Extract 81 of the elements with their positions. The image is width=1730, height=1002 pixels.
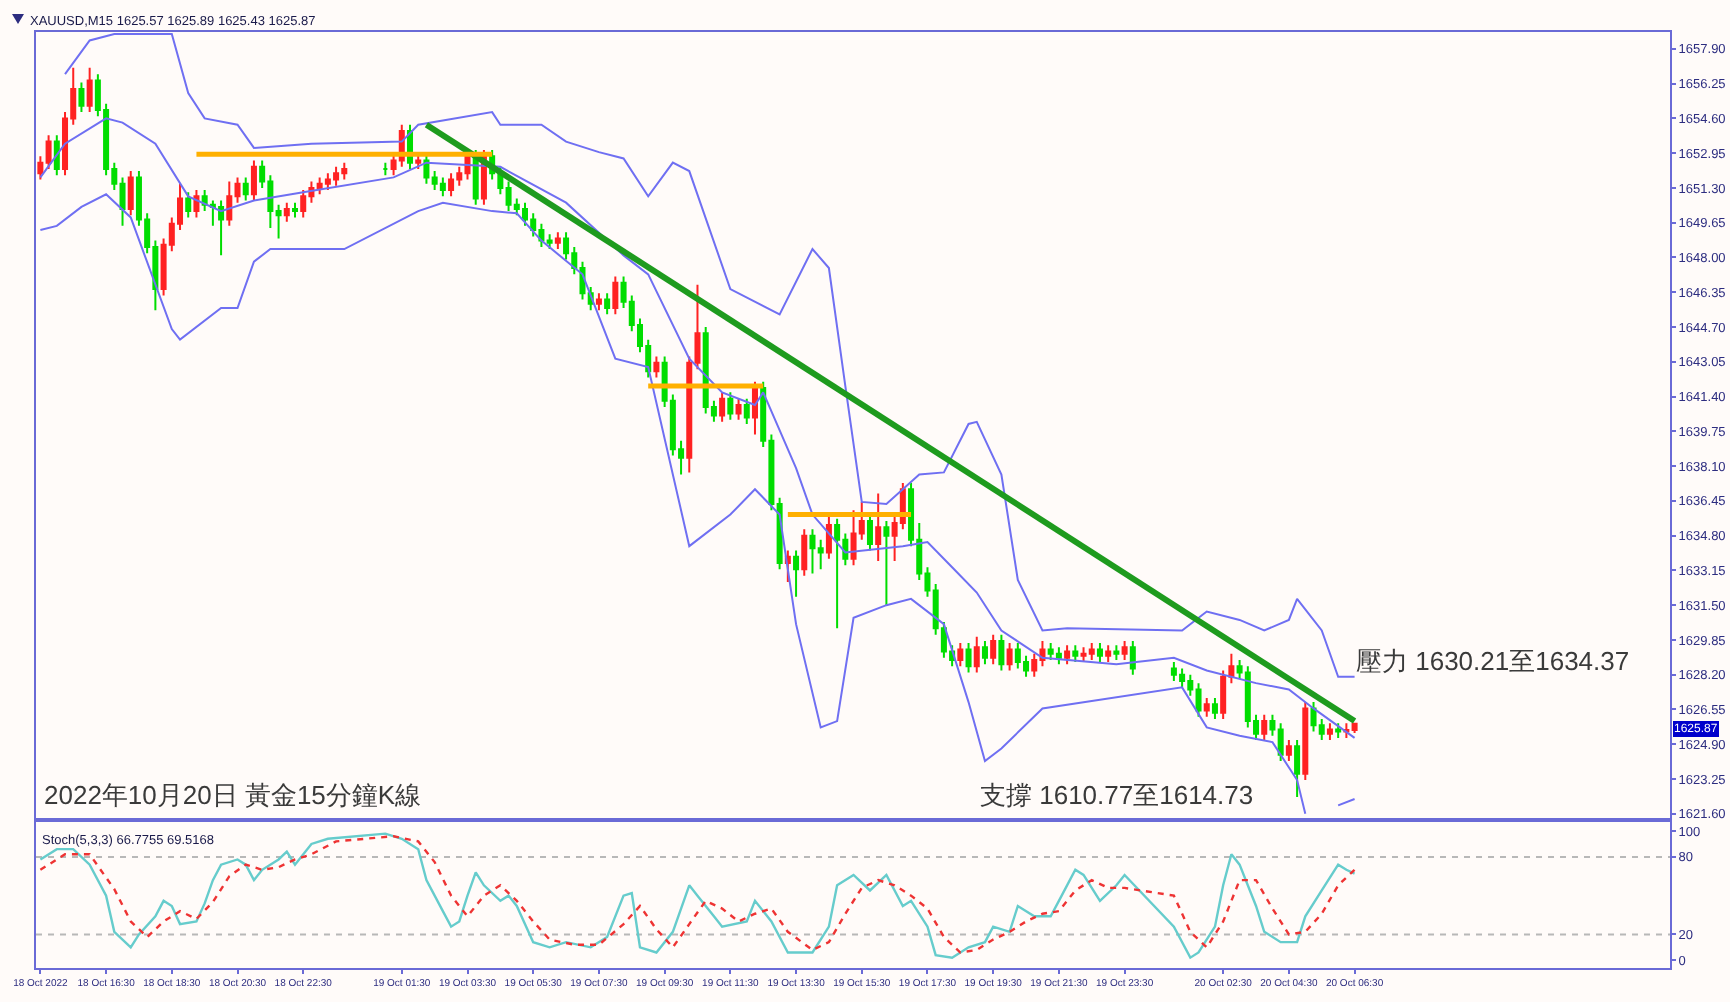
candlestick bbox=[86, 66, 93, 114]
annotation: 2022年10月20日 黃金15分鐘K線 bbox=[44, 780, 422, 810]
candlestick bbox=[1310, 701, 1317, 733]
candlestick bbox=[1211, 696, 1218, 720]
candlestick bbox=[735, 397, 742, 421]
candlestick bbox=[1277, 722, 1284, 763]
candlestick bbox=[809, 528, 816, 575]
candlestick bbox=[324, 172, 331, 192]
candlestick bbox=[1121, 640, 1128, 661]
candlestick bbox=[727, 391, 734, 421]
candlestick bbox=[1113, 644, 1120, 661]
candlestick bbox=[1195, 682, 1202, 718]
candlestick bbox=[448, 172, 455, 198]
candlestick bbox=[316, 176, 323, 196]
candlestick bbox=[1096, 642, 1103, 664]
candlestick bbox=[53, 134, 60, 177]
candlestick bbox=[250, 159, 257, 202]
candlestick bbox=[604, 292, 611, 316]
candlestick bbox=[242, 176, 249, 202]
candlestick bbox=[439, 176, 446, 198]
candlestick bbox=[226, 180, 233, 227]
candlestick bbox=[702, 326, 709, 415]
candlestick bbox=[719, 391, 726, 423]
candlestick bbox=[292, 201, 299, 219]
candlestick bbox=[1047, 642, 1054, 661]
candlestick bbox=[653, 355, 660, 379]
candlestick bbox=[973, 635, 980, 674]
candlestick bbox=[965, 642, 972, 674]
candlestick bbox=[981, 640, 988, 666]
candlestick bbox=[300, 189, 307, 219]
candlestick bbox=[883, 519, 890, 607]
candlestick bbox=[1006, 642, 1013, 672]
candlestick bbox=[825, 511, 832, 560]
candlestick bbox=[743, 397, 750, 425]
candlestick bbox=[283, 201, 290, 223]
candlestick bbox=[1285, 739, 1292, 763]
candlestick bbox=[382, 161, 389, 177]
candlestick bbox=[193, 189, 200, 219]
candlestick bbox=[1055, 646, 1062, 666]
candlestick bbox=[1088, 642, 1095, 661]
candlestick bbox=[801, 528, 808, 577]
candlestick bbox=[612, 275, 619, 316]
candlestick bbox=[1014, 642, 1021, 670]
annotation: 壓力 1630.21至1634.37 bbox=[1356, 646, 1630, 676]
candlestick bbox=[1179, 667, 1186, 689]
candlestick bbox=[218, 199, 225, 257]
line-series bbox=[64, 33, 1356, 678]
candlestick bbox=[866, 513, 873, 552]
candlestick bbox=[1105, 644, 1112, 664]
candlestick bbox=[1326, 722, 1333, 742]
candlestick bbox=[333, 165, 340, 187]
annotation: 支撐 1610.77至1614.73 bbox=[980, 780, 1254, 810]
candlestick bbox=[1064, 644, 1071, 666]
candlestick bbox=[341, 161, 348, 181]
candlestick bbox=[834, 517, 841, 630]
candlestick bbox=[793, 549, 800, 598]
candlestick bbox=[1080, 646, 1087, 664]
candlestick bbox=[1072, 644, 1079, 664]
candlestick bbox=[1351, 722, 1358, 735]
candlestick bbox=[1343, 722, 1350, 739]
candlestick bbox=[554, 231, 561, 251]
candlestick bbox=[1170, 661, 1177, 683]
candlestick bbox=[990, 633, 997, 666]
candlestick bbox=[78, 81, 85, 114]
line-series bbox=[39, 117, 1356, 739]
candlestick bbox=[185, 191, 192, 219]
candlestick bbox=[423, 153, 430, 185]
candlestick bbox=[850, 509, 857, 567]
candlestick bbox=[1302, 701, 1309, 782]
candlestick bbox=[127, 170, 134, 217]
candlestick bbox=[751, 380, 758, 436]
candlestick bbox=[957, 642, 964, 668]
candlestick bbox=[595, 292, 602, 312]
candlestick bbox=[1261, 713, 1268, 742]
candlestick bbox=[415, 153, 422, 170]
candlestick bbox=[1335, 722, 1342, 739]
candlestick bbox=[1203, 696, 1210, 718]
candlestick bbox=[1129, 640, 1136, 676]
candlestick bbox=[1294, 739, 1301, 798]
candlestick bbox=[998, 633, 1005, 672]
candlestick bbox=[875, 492, 882, 562]
